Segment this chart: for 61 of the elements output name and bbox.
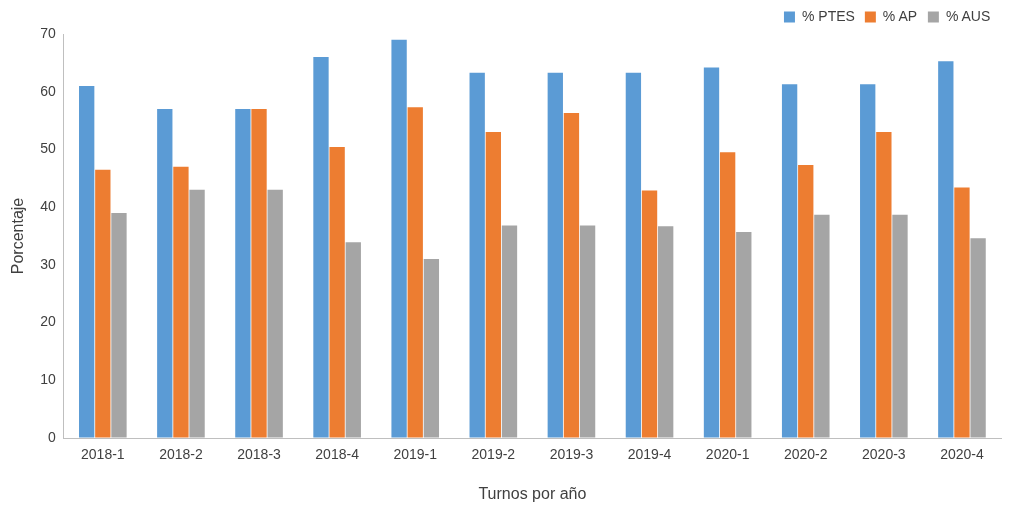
x-tick-label: 2020-4 bbox=[940, 446, 984, 463]
bar bbox=[95, 169, 111, 438]
bar bbox=[798, 165, 814, 438]
x-tick-label: 2018-1 bbox=[81, 446, 125, 463]
x-tick-label: 2019-1 bbox=[393, 446, 438, 463]
x-tick-label: 2020-2 bbox=[783, 446, 828, 463]
bar bbox=[345, 242, 361, 438]
bar bbox=[235, 109, 251, 438]
legend-label: % AP bbox=[882, 7, 918, 24]
bar bbox=[876, 132, 892, 438]
bar bbox=[313, 57, 329, 438]
x-tick-label: 2020-1 bbox=[705, 446, 750, 463]
legend-label: % AUS bbox=[945, 7, 991, 24]
bar bbox=[814, 214, 830, 438]
y-tick-label: 0 bbox=[47, 428, 56, 445]
bar bbox=[423, 259, 440, 438]
bar bbox=[391, 39, 407, 438]
bar bbox=[111, 212, 127, 438]
x-tick-label: 2019-4 bbox=[627, 446, 672, 463]
y-tick-label: 20 bbox=[40, 313, 56, 330]
bar bbox=[781, 84, 798, 438]
bar bbox=[860, 84, 876, 438]
bar bbox=[173, 166, 189, 438]
bar bbox=[79, 85, 95, 438]
y-tick-label: 10 bbox=[40, 371, 56, 388]
y-axis-title: Porcentaje bbox=[9, 197, 27, 275]
bar bbox=[736, 231, 752, 438]
bar bbox=[641, 190, 658, 438]
bar bbox=[938, 61, 954, 438]
bar bbox=[970, 238, 986, 438]
legend-label: % PTES bbox=[801, 7, 855, 24]
bar bbox=[485, 132, 501, 438]
bar bbox=[719, 152, 736, 438]
y-tick-label: 60 bbox=[40, 82, 56, 99]
x-axis-title: Turnos por año bbox=[478, 484, 587, 502]
y-tick-label: 50 bbox=[40, 140, 56, 157]
bar bbox=[407, 107, 423, 438]
y-tick-label: 30 bbox=[40, 255, 56, 272]
x-tick-label: 2018-3 bbox=[237, 446, 282, 463]
bar bbox=[579, 225, 596, 438]
bar bbox=[658, 226, 674, 438]
bar bbox=[251, 109, 267, 438]
x-tick-label: 2018-4 bbox=[315, 446, 360, 463]
x-tick-label: 2019-3 bbox=[549, 446, 594, 463]
bar bbox=[157, 109, 173, 438]
bar bbox=[703, 67, 720, 438]
bar bbox=[469, 72, 485, 438]
bar bbox=[625, 72, 642, 438]
bar bbox=[892, 214, 908, 438]
bar bbox=[329, 147, 345, 438]
x-tick-label: 2020-3 bbox=[862, 446, 906, 463]
x-tick-label: 2018-2 bbox=[159, 446, 203, 463]
x-tick-label: 2019-2 bbox=[471, 446, 516, 463]
bar bbox=[267, 189, 283, 438]
bar bbox=[547, 72, 563, 438]
bar bbox=[563, 113, 580, 438]
bar bbox=[954, 187, 970, 438]
y-tick-label: 40 bbox=[40, 198, 56, 214]
bar bbox=[189, 189, 205, 438]
bar bbox=[501, 225, 518, 438]
y-tick-label: 70 bbox=[40, 24, 56, 41]
